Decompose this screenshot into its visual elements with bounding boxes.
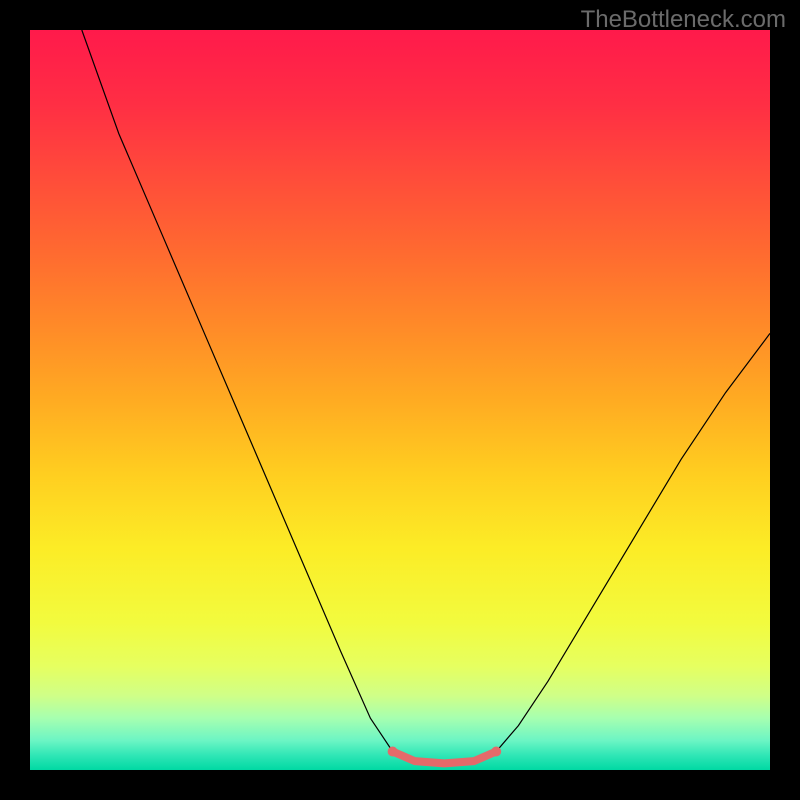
plot-area	[30, 30, 770, 770]
optimal-band-start-marker	[388, 747, 398, 757]
optimal-band-end-marker	[491, 747, 501, 757]
chart-background	[30, 30, 770, 770]
bottleneck-chart	[30, 30, 770, 770]
chart-frame: TheBottleneck.com	[0, 0, 800, 800]
